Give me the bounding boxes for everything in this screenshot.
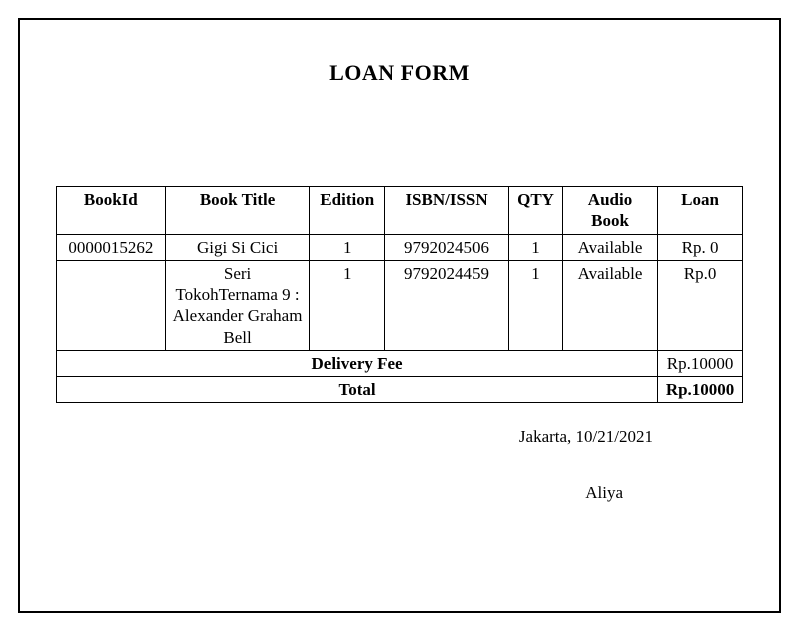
cell-bookid: 0000015262 bbox=[57, 234, 166, 260]
cell-audiobook: Available bbox=[562, 260, 657, 350]
delivery-fee-row: Delivery Fee Rp.10000 bbox=[57, 350, 743, 376]
col-header-qty: QTY bbox=[509, 187, 563, 235]
cell-audiobook: Available bbox=[562, 234, 657, 260]
cell-isbn: 9792024459 bbox=[384, 260, 508, 350]
table-row: Seri TokohTernama 9 : Alexander Graham B… bbox=[57, 260, 743, 350]
signature-place-date: Jakarta, 10/21/2021 bbox=[56, 427, 653, 447]
table-header-row: BookId Book Title Edition ISBN/ISSN QTY … bbox=[57, 187, 743, 235]
cell-edition: 1 bbox=[310, 234, 384, 260]
cell-bookid bbox=[57, 260, 166, 350]
col-header-loan: Loan bbox=[658, 187, 743, 235]
col-header-bookid: BookId bbox=[57, 187, 166, 235]
cell-booktitle: Seri TokohTernama 9 : Alexander Graham B… bbox=[165, 260, 310, 350]
col-header-booktitle: Book Title bbox=[165, 187, 310, 235]
total-value: Rp.10000 bbox=[658, 377, 743, 403]
form-title: LOAN FORM bbox=[56, 60, 743, 86]
signature-block: Jakarta, 10/21/2021 Aliya bbox=[56, 427, 743, 503]
total-label: Total bbox=[57, 377, 658, 403]
cell-qty: 1 bbox=[509, 234, 563, 260]
signature-name: Aliya bbox=[56, 483, 653, 503]
col-header-edition: Edition bbox=[310, 187, 384, 235]
loan-table: BookId Book Title Edition ISBN/ISSN QTY … bbox=[56, 186, 743, 403]
cell-qty: 1 bbox=[509, 260, 563, 350]
table-row: 0000015262 Gigi Si Cici 1 9792024506 1 A… bbox=[57, 234, 743, 260]
cell-loan: Rp. 0 bbox=[658, 234, 743, 260]
cell-booktitle: Gigi Si Cici bbox=[165, 234, 310, 260]
total-row: Total Rp.10000 bbox=[57, 377, 743, 403]
delivery-fee-label: Delivery Fee bbox=[57, 350, 658, 376]
col-header-audiobook: Audio Book bbox=[562, 187, 657, 235]
cell-isbn: 9792024506 bbox=[384, 234, 508, 260]
cell-loan: Rp.0 bbox=[658, 260, 743, 350]
col-header-isbn: ISBN/ISSN bbox=[384, 187, 508, 235]
page-frame: LOAN FORM BookId Book Title Edition ISBN… bbox=[18, 18, 781, 613]
delivery-fee-value: Rp.10000 bbox=[658, 350, 743, 376]
cell-edition: 1 bbox=[310, 260, 384, 350]
